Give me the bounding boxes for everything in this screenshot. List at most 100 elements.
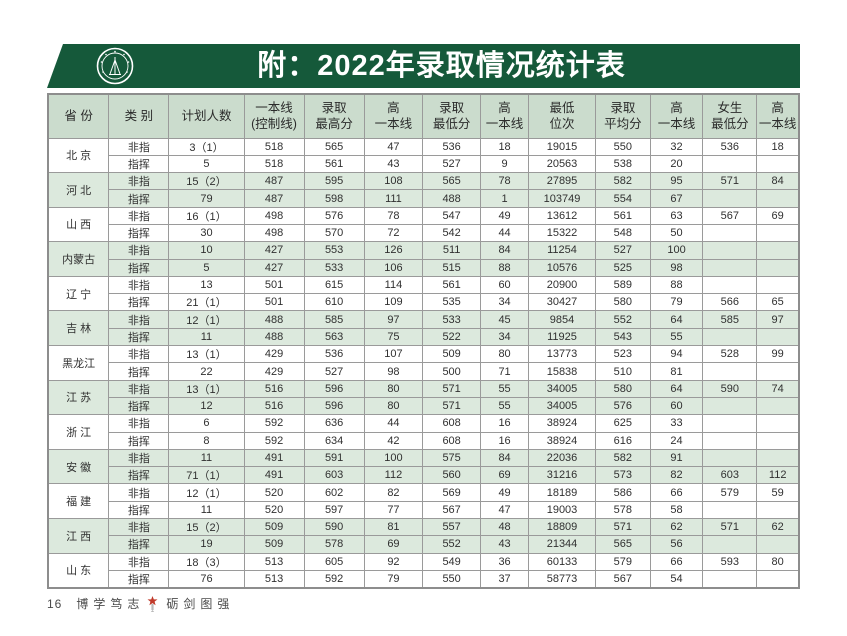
data-cell: 578 [594,500,651,520]
data-cell: 520 [243,500,305,520]
data-cell: 491 [243,466,305,485]
data-cell: 566 [702,293,758,312]
data-cell: 429 [243,345,305,364]
data-cell: 528 [702,345,758,364]
data-cell: 636 [303,414,365,433]
data-cell: 21（1） [168,293,245,312]
category-cell: 非指 [108,310,170,329]
data-cell: 543 [594,327,651,347]
data-cell: 69 [480,466,530,485]
column-header: 高一本线 [756,93,800,139]
data-cell: 569 [422,483,482,502]
footer-motto-right: 砺剑图强 [166,597,235,611]
data-cell [756,154,800,174]
data-cell: 533 [303,258,365,277]
table-row: 指挥 5 518 561 43 527 9 20563 538 20 [48,154,800,174]
data-cell: 552 [422,535,482,554]
data-cell: 12（1） [168,310,245,329]
table-row: 江 苏非指 13（1） 516 596 80 571 55 34005 580 64 590 74 [47,379,800,416]
data-cell [702,448,758,468]
data-cell: 84 [756,172,800,191]
category-cell: 指挥 [108,396,170,416]
data-cell: 36 [480,552,530,571]
data-cell: 33 [649,414,704,433]
data-cell: 15（2） [168,172,245,191]
data-cell: 498 [243,206,305,225]
data-cell: 81 [363,518,424,537]
data-cell: 603 [702,466,758,485]
footer-motto-left: 博学笃志 [76,597,145,611]
data-cell: 429 [243,362,305,381]
data-cell: 571 [422,396,482,416]
data-cell: 76 [168,569,245,589]
data-cell: 549 [422,552,482,571]
data-cell: 72 [363,223,424,243]
data-cell: 20563 [528,154,596,174]
column-header: 录取 平均分 [594,93,651,139]
data-cell: 84 [480,241,530,260]
data-cell: 567 [702,206,758,225]
data-cell [756,241,800,260]
data-cell: 10576 [528,258,596,277]
table-row: 河 北非指 15（2） 487 595 108 565 78 27895 582 95 571 84 [47,172,800,208]
column-header: 高一本线 [649,93,704,139]
data-cell: 13 [168,275,245,295]
data-cell: 516 [243,379,305,398]
data-cell [756,414,800,433]
data-cell: 1 [480,189,530,208]
data-cell: 66 [649,483,704,502]
data-cell: 62 [649,518,704,537]
table-row: 福 建非指 12（1） 520 602 82 569 49 18189 586 66 579 59 [47,483,800,520]
table-row: 吉 林非指 12（1） 488 585 97 533 45 9854 552 64 585 97 [47,310,800,347]
data-cell: 510 [594,362,651,381]
data-cell: 107 [363,345,424,364]
data-cell: 18809 [528,518,596,537]
data-cell: 112 [363,466,424,485]
data-cell [756,535,800,554]
data-cell: 592 [243,414,305,433]
data-cell [756,258,800,277]
data-cell: 13（1） [168,379,245,398]
data-cell: 16 [480,414,530,433]
data-cell: 554 [594,189,651,208]
data-cell: 567 [422,500,482,520]
data-cell: 38924 [528,431,596,450]
data-cell: 34005 [528,379,596,398]
data-cell [702,327,758,347]
data-cell: 634 [303,431,365,450]
data-cell: 78 [363,206,424,225]
data-cell: 38924 [528,414,596,433]
table-row: 辽 宁非指 13 501 615 114 561 60 20900 589 88 [47,275,800,312]
data-cell: 511 [422,241,482,260]
data-cell [702,500,758,520]
data-cell: 578 [303,535,365,554]
data-cell: 71 [480,362,530,381]
data-cell: 103749 [528,189,596,208]
data-cell [702,223,758,243]
category-cell: 非指 [108,275,170,295]
data-cell: 11 [168,500,245,520]
data-cell: 114 [363,275,424,295]
table-row: 指挥 11 488 563 75 522 34 11925 543 55 [48,327,800,347]
data-cell [702,154,758,174]
data-cell: 487 [243,172,305,191]
data-cell [756,431,800,450]
table-row: 指挥 79 487 598 111 488 1 103749 554 67 [48,189,800,208]
category-cell: 非指 [108,483,170,502]
province-cell: 辽 宁 [47,275,110,312]
data-cell: 47 [480,500,530,520]
data-cell: 42 [363,431,424,450]
data-cell: 13773 [528,345,596,364]
data-cell: 99 [756,345,800,364]
data-cell: 590 [303,518,365,537]
data-cell: 608 [422,414,482,433]
data-cell: 488 [422,189,482,208]
category-cell: 指挥 [108,362,170,381]
column-header: 省 份 [47,93,110,139]
column-header: 高一本线 [480,93,530,139]
data-cell: 27895 [528,172,596,191]
data-cell: 112 [756,466,800,485]
data-cell: 18 [480,137,530,156]
category-cell: 指挥 [108,189,170,208]
